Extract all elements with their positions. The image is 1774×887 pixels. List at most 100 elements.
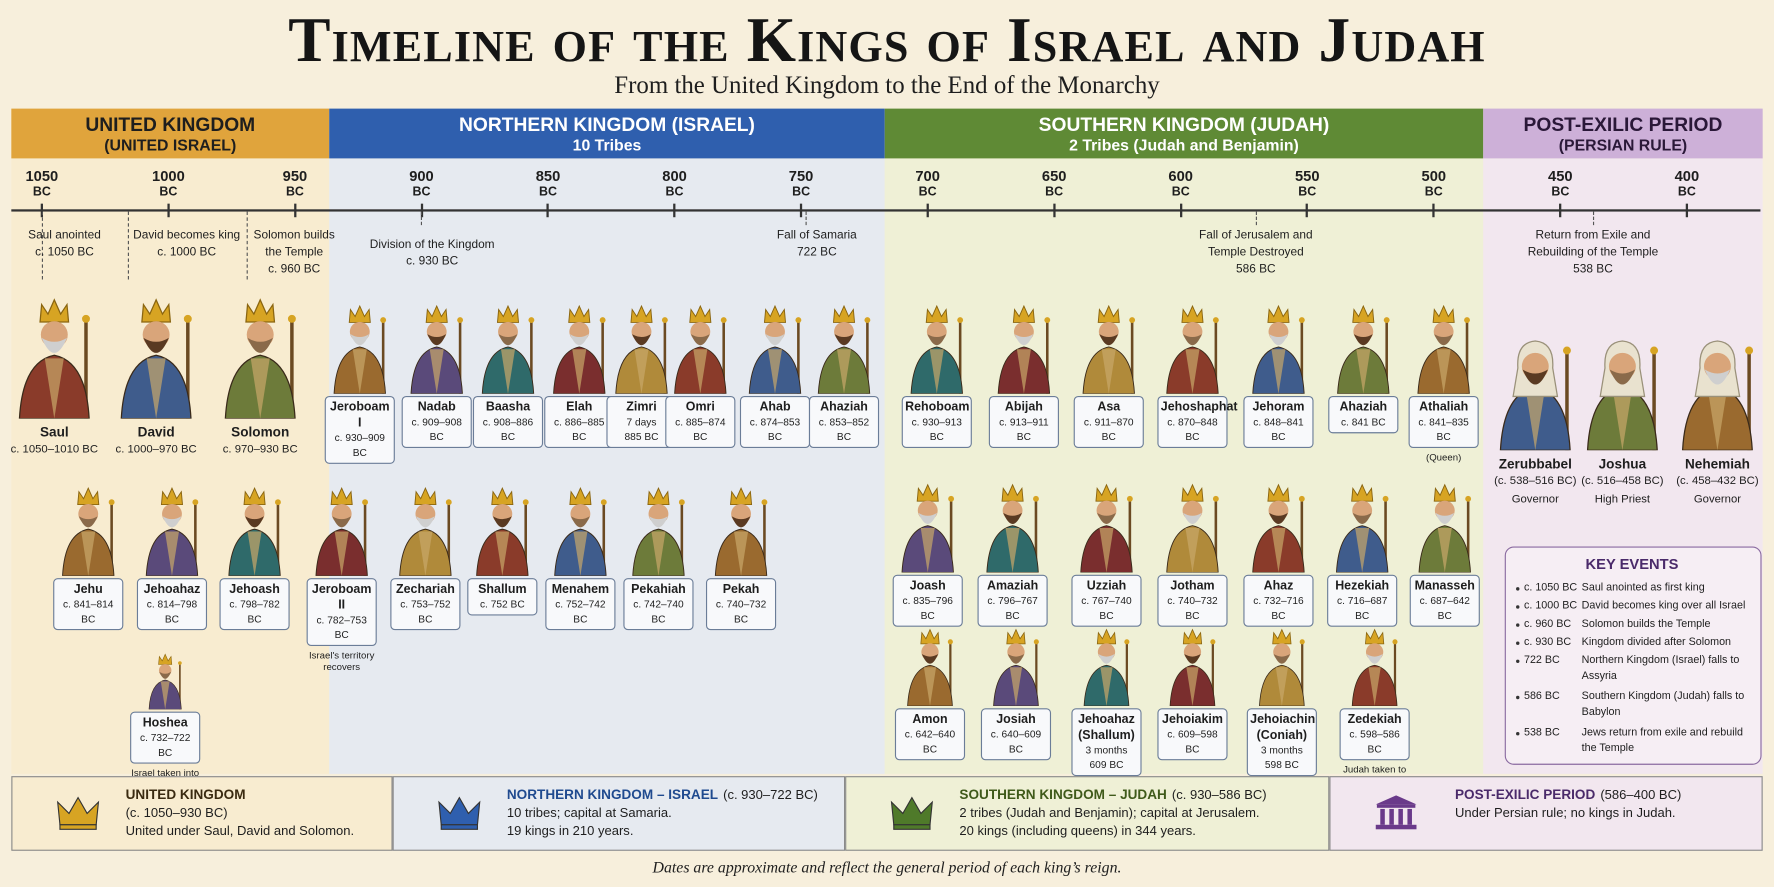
king-reign: 3 months xyxy=(1260,744,1303,756)
portrait xyxy=(907,628,953,706)
king-reign: c. 716–687 BC xyxy=(1336,595,1388,622)
king-reign: c. 930–913 BC xyxy=(911,416,962,443)
event-text: Fall of Jerusalem and xyxy=(1199,228,1313,243)
tick-label: 700 xyxy=(915,167,940,185)
bullet xyxy=(1516,732,1520,736)
legend-title: UNITED KINGDOM xyxy=(125,786,246,803)
legend-text: POST-EXILIC PERIOD (586–400 BC) Under Per… xyxy=(1455,784,1753,822)
key-date: c. 1000 BC xyxy=(1523,599,1578,613)
king-reign: c. 742–740 BC xyxy=(633,598,684,625)
bullet xyxy=(1516,605,1520,609)
king: Jeroboam II c. 782–753 BC Israel's territo… xyxy=(295,481,388,672)
portrait xyxy=(476,487,529,576)
tick-unit: BC xyxy=(792,185,811,200)
tick-label: 1050 xyxy=(25,167,59,185)
king-reign: c. 930–909 BC xyxy=(334,432,385,459)
king-box: Amon c. 642–640 BC xyxy=(894,708,966,761)
portrait xyxy=(410,304,464,394)
king-box: Asa c. 911–870 BC xyxy=(1073,395,1144,449)
king: Joash c. 835–796 BC xyxy=(881,475,974,627)
portrait xyxy=(62,487,115,576)
tick-unit: BC xyxy=(1677,185,1696,200)
tick-mark xyxy=(926,203,929,218)
king-name: Nadab xyxy=(417,400,456,415)
period-header: NORTHERN KINGDOM (ISRAEL) 10 Tribes xyxy=(329,108,885,159)
portrait xyxy=(674,304,727,394)
king-name: Jehoahaz xyxy=(143,582,201,597)
portrait xyxy=(986,483,1039,573)
event-text: c. 1050 BC xyxy=(35,245,94,260)
tick-label: 450 xyxy=(1548,167,1573,185)
king: Josiah c. 640–609 BC xyxy=(970,625,1063,761)
king: Pekah c. 740–732 BC xyxy=(695,481,788,631)
king: Nehemiah (c. 458–432 BC) Governor xyxy=(1659,320,1774,509)
king-reign: c. 796–767 BC xyxy=(987,595,1038,622)
king: Rehoboam c. 930–913 BC xyxy=(890,296,983,449)
legend-head: SOUTHERN KINGDOM – JUDAH (c. 930–586 BC) xyxy=(959,784,1319,804)
key-date: 538 BC xyxy=(1523,726,1560,739)
portrait xyxy=(632,487,685,576)
king-name: Hezekiah xyxy=(1335,579,1390,593)
tick-unit: BC xyxy=(32,185,51,200)
king-box: Elah c. 886–885 BC xyxy=(544,395,615,449)
king-reign: c. 752 BC xyxy=(479,598,525,610)
period-title: UNITED KINGDOM xyxy=(85,114,256,136)
king-name: Jehoiachin (Coniah) xyxy=(1250,712,1316,743)
bullet xyxy=(1516,641,1520,645)
king-box: Uzziah c. 767–740 BC xyxy=(1071,574,1142,627)
tick-label: 850 xyxy=(535,167,561,185)
king-detail: 609 BC xyxy=(1089,759,1124,771)
king-reign: c. 752–742 BC xyxy=(555,598,606,625)
legend-text: NORTHERN KINGDOM – ISRAEL (c. 930–722 BC… xyxy=(507,784,835,841)
legend-dates: (c. 1050–930 BC) xyxy=(125,806,228,821)
legend-line: 2 tribes (Judah and Benjamin); capital a… xyxy=(959,806,1260,821)
key-date: c. 1050 BC xyxy=(1523,581,1578,594)
tick-label: 500 xyxy=(1421,167,1447,185)
king-box: Jehoahaz c. 814–798 BC xyxy=(136,578,208,631)
event-text: Return from Exile and xyxy=(1535,228,1651,243)
king-box: Jehoiakim c. 609–598 BC xyxy=(1157,708,1228,761)
king-name: Solomon xyxy=(231,424,290,441)
tick-label: 550 xyxy=(1294,167,1320,185)
portrait xyxy=(18,298,90,419)
portrait xyxy=(554,487,607,576)
king: Saul c. 1050–1010 BC xyxy=(0,289,113,460)
tick-label: 1000 xyxy=(152,167,185,185)
king-reign: c. 841–835 BC xyxy=(1418,416,1469,443)
tick-mark xyxy=(799,203,803,218)
event-text: 538 BC xyxy=(1573,262,1613,277)
tick-mark xyxy=(420,203,423,218)
tick-mark xyxy=(546,203,550,218)
legend-title: SOUTHERN KINGDOM – JUDAH xyxy=(959,786,1167,803)
king: Asa c. 911–870 BC xyxy=(1062,296,1155,449)
portrait xyxy=(224,298,296,419)
portrait xyxy=(1252,304,1305,394)
period-title: NORTHERN KINGDOM (ISRAEL) xyxy=(458,114,755,136)
king-name: Jehoiakim xyxy=(1162,712,1223,727)
king: Omri c. 885–874 BC xyxy=(654,296,747,449)
tick-mark xyxy=(293,203,297,218)
tick-mark xyxy=(40,203,43,218)
event-text: the Temple xyxy=(265,245,324,260)
king: Zimri 7 days 885 BC xyxy=(595,296,688,449)
portrait xyxy=(1586,340,1659,451)
king-name: Ahaz xyxy=(1263,579,1294,593)
key-text: Kingdom divided after Solomon xyxy=(1581,635,1732,649)
tick-mark xyxy=(1053,203,1056,218)
portrait xyxy=(1681,340,1754,451)
portrait xyxy=(714,487,768,576)
king-reign: c. 908–886 BC xyxy=(482,416,534,443)
event-connector xyxy=(246,211,248,280)
portrait xyxy=(1252,483,1305,573)
king-name: Ahaziah xyxy=(1339,400,1388,415)
king-note: Governor xyxy=(1693,493,1742,506)
king-reign: c. 870–848 BC xyxy=(1167,416,1218,443)
tick-label: 800 xyxy=(662,167,687,185)
temple-icon xyxy=(1375,795,1417,830)
king: Jehoahaz (Shallum) 3 months 609 BC xyxy=(1060,625,1153,777)
legend-line: 20 kings (including queens) in 344 years… xyxy=(959,824,1196,839)
tick-label: 650 xyxy=(1041,167,1067,185)
